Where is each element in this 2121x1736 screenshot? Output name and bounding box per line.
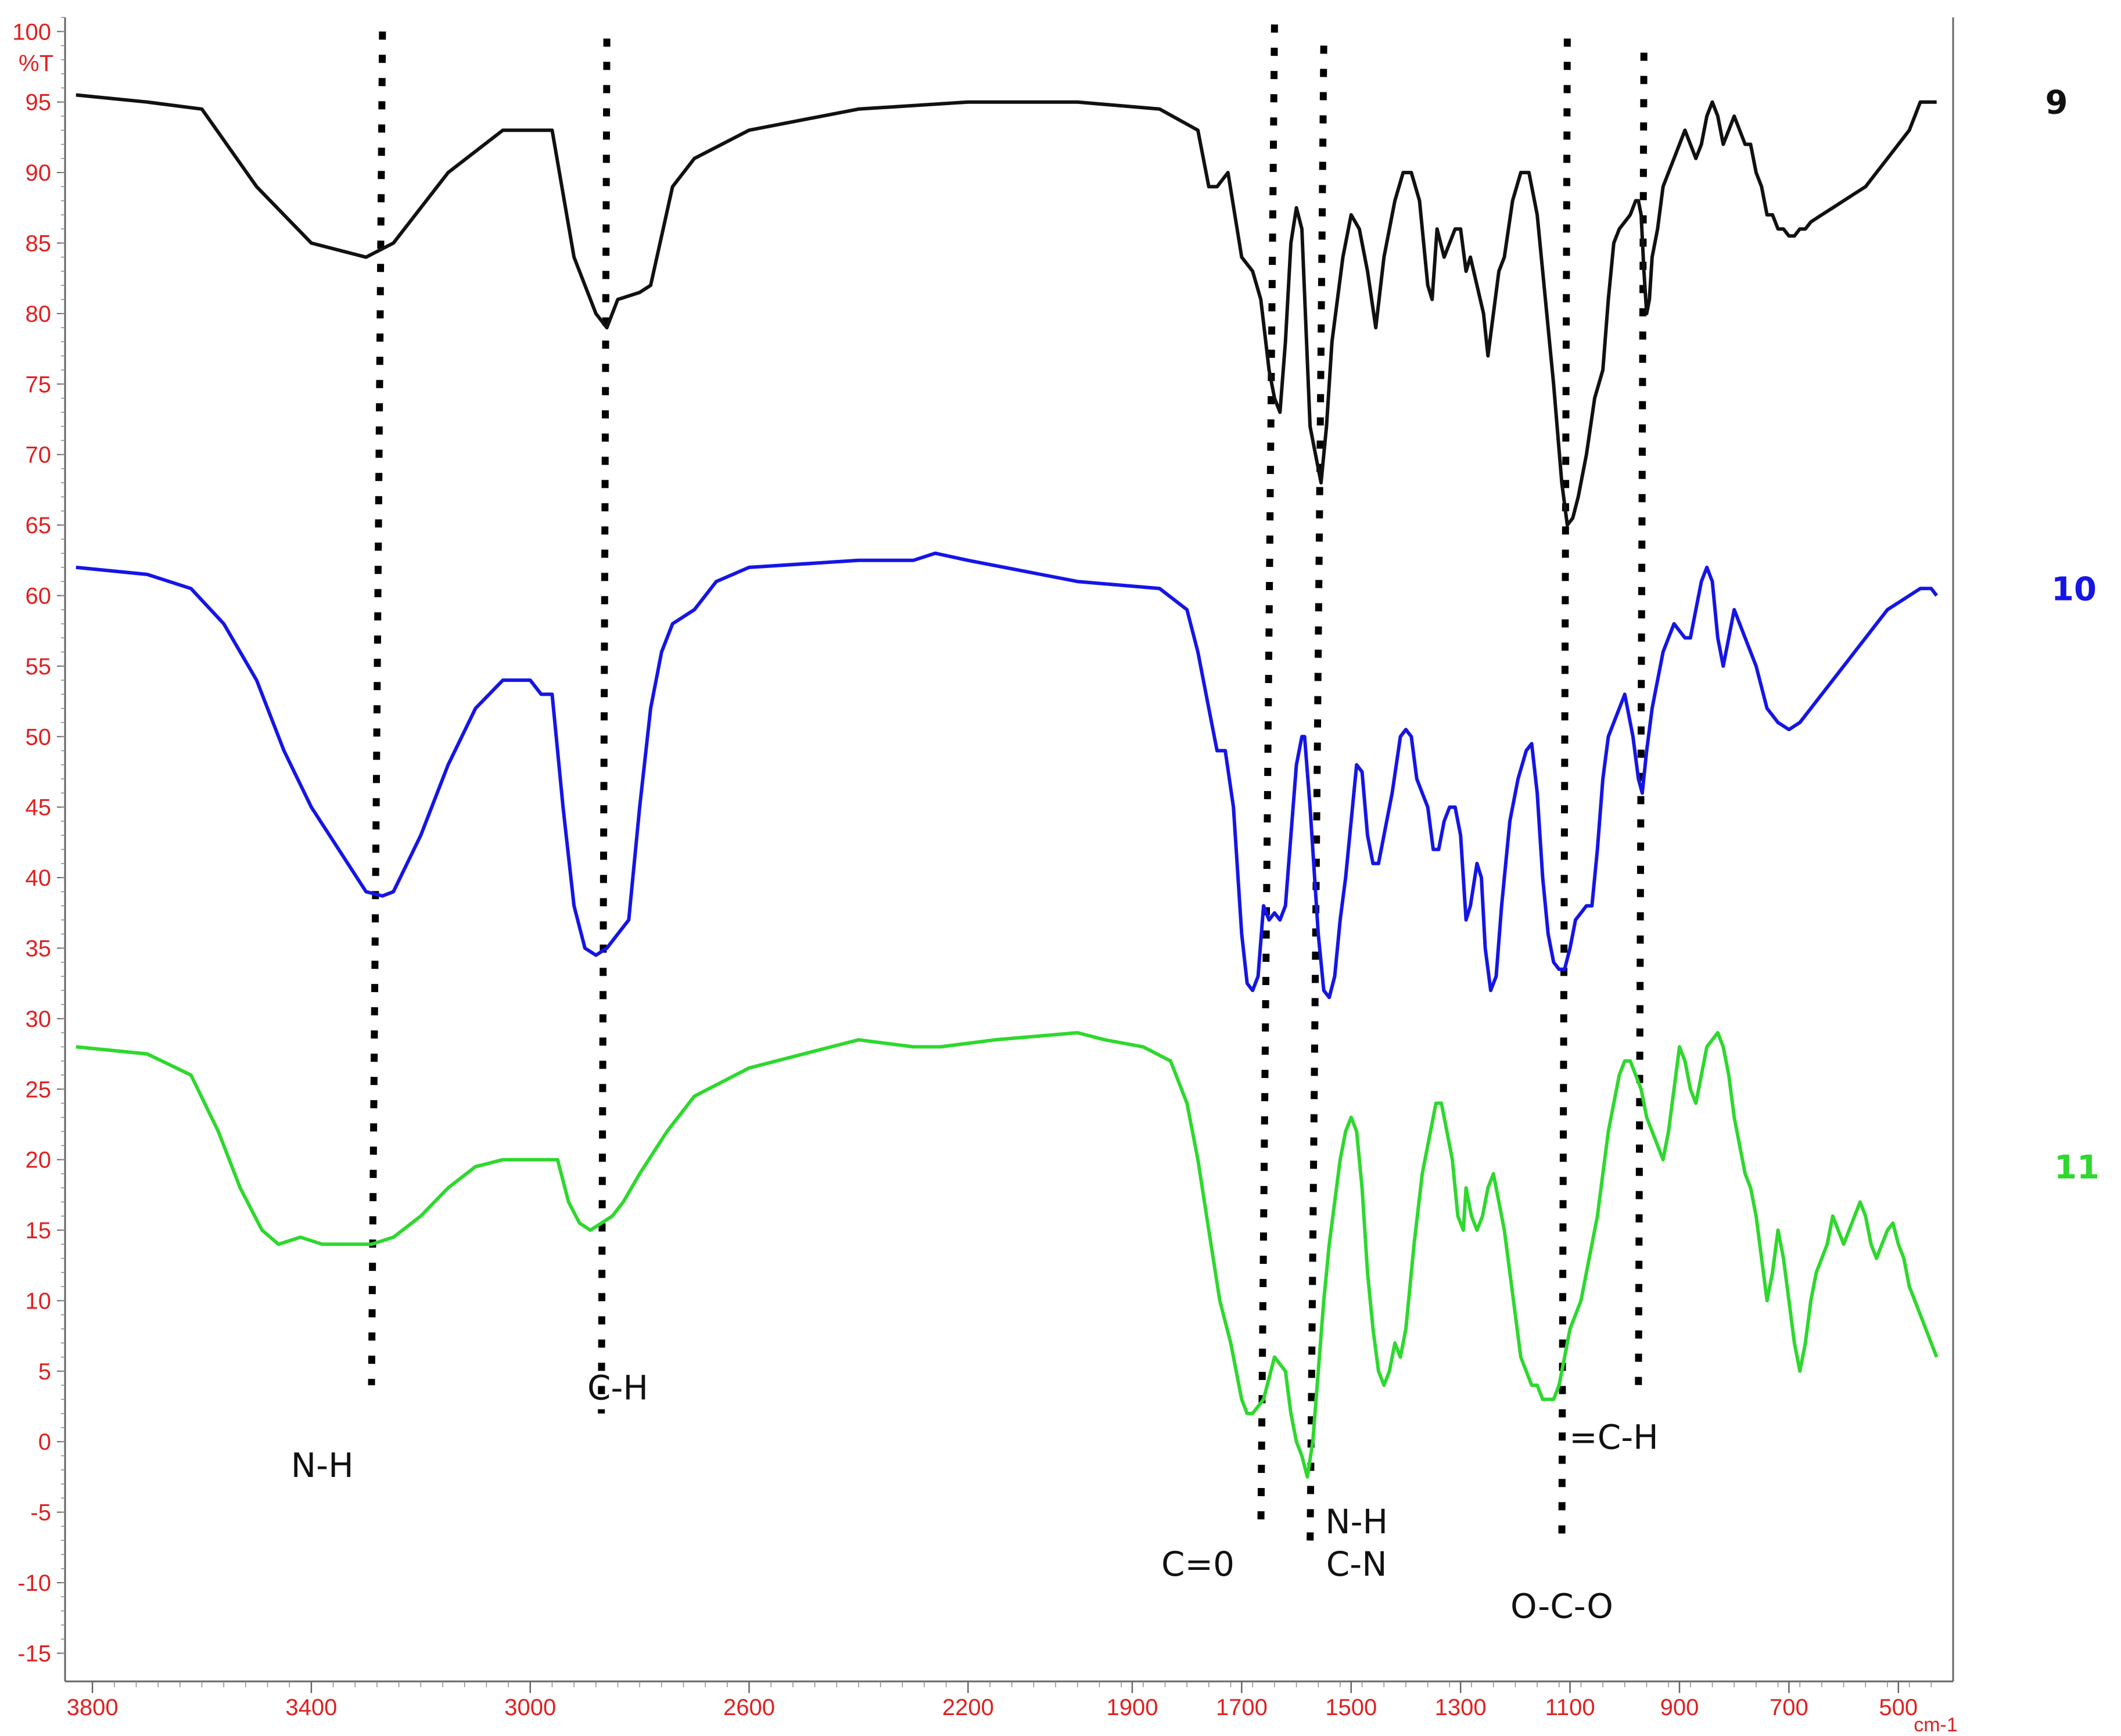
peak-marker-line <box>598 38 611 1414</box>
x-tick-label: 3400 <box>285 1695 337 1720</box>
peak-annotation: C-H <box>587 1368 648 1407</box>
y-tick-label: 30 <box>26 1007 52 1032</box>
y-tick-label: 35 <box>26 936 52 961</box>
peak-marker-line <box>1307 45 1327 1548</box>
peak-marker-line <box>1257 24 1278 1534</box>
y-tick-label: 5 <box>38 1359 51 1385</box>
y-tick-label: 90 <box>26 160 52 186</box>
x-axis-unit: cm-1 <box>1914 1714 1958 1736</box>
x-tick-label: 2600 <box>723 1695 775 1720</box>
series-line-10 <box>76 551 1939 1000</box>
x-tick-label: 1700 <box>1216 1695 1268 1720</box>
x-tick-label: 3800 <box>67 1695 119 1720</box>
y-tick-label: 75 <box>26 372 52 397</box>
x-tick-label: 1500 <box>1325 1695 1377 1720</box>
y-tick-label: 65 <box>26 513 52 538</box>
series-line-11 <box>76 1031 1939 1479</box>
y-tick-label: 70 <box>26 443 52 468</box>
x-tick-label: 1100 <box>1545 1695 1595 1720</box>
peak-annotation: N-H <box>1325 1502 1388 1541</box>
y-tick-label: 55 <box>26 654 52 680</box>
y-tick-label: 15 <box>26 1218 52 1243</box>
y-tick-label: 50 <box>26 724 52 750</box>
y-axis-label: %T <box>19 51 53 76</box>
y-tick-label: -15 <box>17 1641 51 1666</box>
peak-annotation: C-N <box>1326 1544 1387 1584</box>
x-tick-label: 1300 <box>1435 1695 1487 1720</box>
peak-annotation: O-C-O <box>1510 1587 1613 1626</box>
peak-annotation: C=0 <box>1161 1544 1234 1584</box>
peak-marker-line <box>368 31 386 1386</box>
series-labels: 9 10 11 <box>2045 84 2100 1187</box>
series-label-10: 10 <box>2051 570 2097 608</box>
peak-annotations: N-HC-HC=0N-HC-NO-C-O=C-H <box>291 1368 1659 1626</box>
y-tick-label: -10 <box>17 1570 51 1596</box>
series-group <box>76 93 1939 1479</box>
y-tick-label: 25 <box>26 1077 52 1102</box>
x-tick-label: 900 <box>1660 1695 1699 1720</box>
peak-marker-lines <box>368 24 1648 1548</box>
peak-marker-line <box>1558 38 1571 1548</box>
series-label-11: 11 <box>2054 1149 2100 1187</box>
x-tick-label: 1900 <box>1106 1695 1158 1720</box>
y-tick-label: 20 <box>26 1148 52 1173</box>
y-tick-label: 10 <box>26 1288 52 1314</box>
x-tick-label: 500 <box>1879 1695 1918 1720</box>
y-tick-label: 85 <box>26 231 52 256</box>
x-tick-label: 2200 <box>942 1695 994 1720</box>
y-tick-label: 80 <box>26 301 52 327</box>
peak-annotation: =C-H <box>1569 1417 1659 1457</box>
series-line-9 <box>76 93 1937 527</box>
peak-annotation: N-H <box>291 1446 354 1485</box>
x-tick-label: 3000 <box>504 1695 556 1720</box>
y-tick-label: 0 <box>38 1429 51 1455</box>
y-tick-label: 45 <box>26 795 52 821</box>
y-tick-label: 95 <box>26 90 52 116</box>
axes: 1009590858075706560555045403530252015105… <box>12 17 1958 1736</box>
y-tick-label: -5 <box>30 1500 51 1526</box>
series-label-9: 9 <box>2045 84 2068 122</box>
y-tick-label: 60 <box>26 583 52 609</box>
x-tick-label: 700 <box>1770 1695 1808 1720</box>
y-tick-label: 40 <box>26 865 52 891</box>
y-tick-label: 100 <box>12 19 51 45</box>
